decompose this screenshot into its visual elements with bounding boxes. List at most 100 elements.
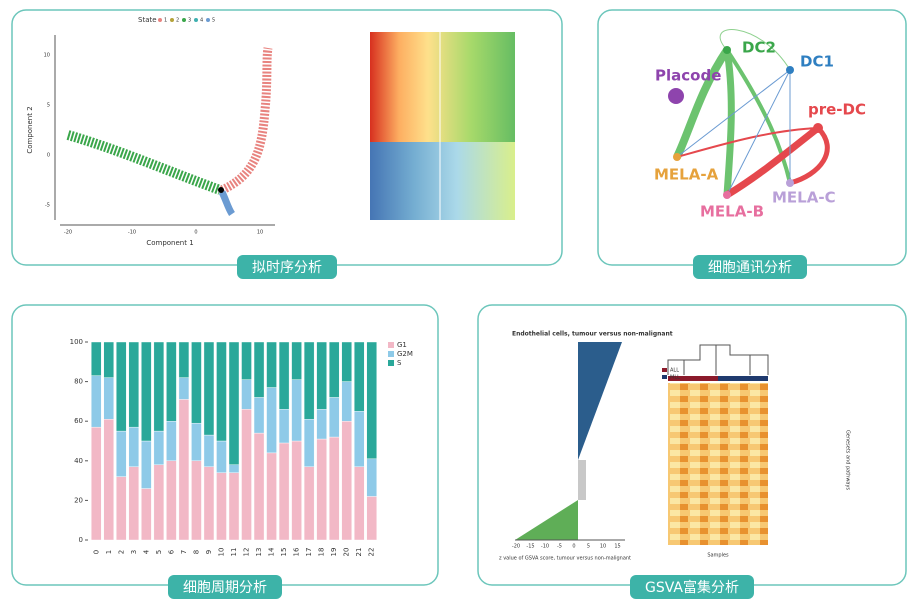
x-tick-label: 9 xyxy=(205,550,213,554)
bar-segment xyxy=(341,341,352,382)
heatmap xyxy=(668,383,768,545)
bar-segment xyxy=(191,422,202,461)
legend: 1 2 3 4 5 xyxy=(158,18,215,24)
bar-segment xyxy=(291,440,302,541)
x-tick-label: 17 xyxy=(305,548,313,557)
bar-segment xyxy=(228,464,240,473)
node xyxy=(673,153,681,161)
bar-segment xyxy=(191,460,202,541)
x-tick-label: 8 xyxy=(192,550,200,554)
x-tick-label: 5 xyxy=(155,550,163,554)
node-label: Placode xyxy=(655,67,721,85)
bar-segment xyxy=(241,379,252,410)
bar-segment xyxy=(141,341,152,442)
legend-label: MLL xyxy=(670,375,680,381)
legend-swatch xyxy=(182,18,186,22)
x-tick-label: 19 xyxy=(330,548,338,557)
bar-segment xyxy=(203,341,215,436)
legend-swatch xyxy=(194,18,198,22)
legend-label: S xyxy=(397,359,402,367)
bar-segment xyxy=(316,438,327,541)
x-tick-label: 4 xyxy=(142,549,150,554)
dendrogram xyxy=(667,344,769,375)
x-tick-label: 0 xyxy=(92,550,100,554)
bar-segment xyxy=(253,397,265,434)
x-tick-label: 22 xyxy=(368,548,376,557)
legend-swatch xyxy=(388,360,394,366)
x-tick-label: 18 xyxy=(318,548,326,557)
x-tick-label: 10 xyxy=(600,544,606,550)
bars-neutral xyxy=(578,460,586,500)
annotation-bar xyxy=(718,376,768,381)
x-tick-label: 10 xyxy=(257,230,263,236)
title: Endothelial cells, tumour versus non-mal… xyxy=(512,331,673,338)
bar-segment xyxy=(366,458,377,497)
annotation-bar xyxy=(668,376,718,381)
x-tick-label: 16 xyxy=(293,547,301,556)
bar-segment xyxy=(128,341,140,428)
legend-label: 5 xyxy=(212,18,215,24)
bar-segment xyxy=(303,341,315,420)
bar-segment xyxy=(141,440,152,489)
bar-segment xyxy=(216,341,227,442)
x-tick-label: -20 xyxy=(512,544,520,550)
bar-segment xyxy=(216,472,227,541)
x-tick-label: 12 xyxy=(243,548,251,557)
bar-segment xyxy=(116,476,127,541)
node xyxy=(786,179,794,187)
edge xyxy=(673,47,731,159)
trajectory-branch xyxy=(218,190,235,216)
trajectory-branch xyxy=(220,47,273,195)
bar-segment xyxy=(153,430,165,465)
bar-segment xyxy=(341,381,352,422)
bar-segment xyxy=(91,375,102,428)
edge xyxy=(719,29,791,71)
y-tick-label: 0 xyxy=(47,153,50,159)
ticks: -20 -15 -10 -5 0 5 10 15 xyxy=(512,544,621,550)
bar-segment xyxy=(103,419,114,541)
x-tick-label: 20 xyxy=(343,548,351,557)
node-label: DC2 xyxy=(742,39,776,57)
bar-segment xyxy=(166,421,177,462)
node xyxy=(813,123,823,133)
x-tick-label: 3 xyxy=(130,550,138,554)
y-tick-label: 100 xyxy=(70,338,83,346)
y-tick-label: -5 xyxy=(45,203,50,209)
x-tick-label: 13 xyxy=(255,548,263,557)
bar-segment xyxy=(253,432,265,541)
bar-segment xyxy=(191,341,202,424)
bar-segment xyxy=(216,440,227,473)
edge xyxy=(723,49,735,196)
bar-segment xyxy=(166,460,177,541)
x-tick-label: 6 xyxy=(167,549,175,554)
bar-segment xyxy=(228,472,240,541)
y-axis-label: Genesets and pathways xyxy=(845,430,851,491)
x-tick-label: 0 xyxy=(572,544,575,550)
caption-pill xyxy=(693,255,807,279)
bar-segment xyxy=(278,341,290,410)
bar-segment xyxy=(128,426,140,467)
bar-segment xyxy=(266,387,277,454)
x-tick-label: 7 xyxy=(180,550,188,554)
bar-segment xyxy=(303,419,315,467)
bar-segment xyxy=(266,452,277,541)
node-label: DC1 xyxy=(800,53,834,71)
bar-segment xyxy=(241,409,252,541)
bar-segment xyxy=(291,341,302,380)
branch-point xyxy=(218,187,224,193)
bars-negative xyxy=(515,500,578,540)
y-tick-label: 80 xyxy=(74,378,83,386)
legend-label: G2M xyxy=(397,350,413,358)
legend-label: 4 xyxy=(200,18,203,24)
bar-segment xyxy=(128,466,140,541)
edge xyxy=(676,127,819,158)
y-tick-label: 20 xyxy=(74,496,83,504)
node-label: MELA-B xyxy=(700,203,764,221)
bar-segment xyxy=(291,379,302,442)
edges xyxy=(673,29,830,198)
caption: 细胞周期分析 xyxy=(183,580,267,596)
ticks: -20 -10 0 10 -5 0 5 10 xyxy=(44,53,264,236)
trajectory-branch xyxy=(66,130,222,195)
x-tick-label: -10 xyxy=(541,544,549,550)
